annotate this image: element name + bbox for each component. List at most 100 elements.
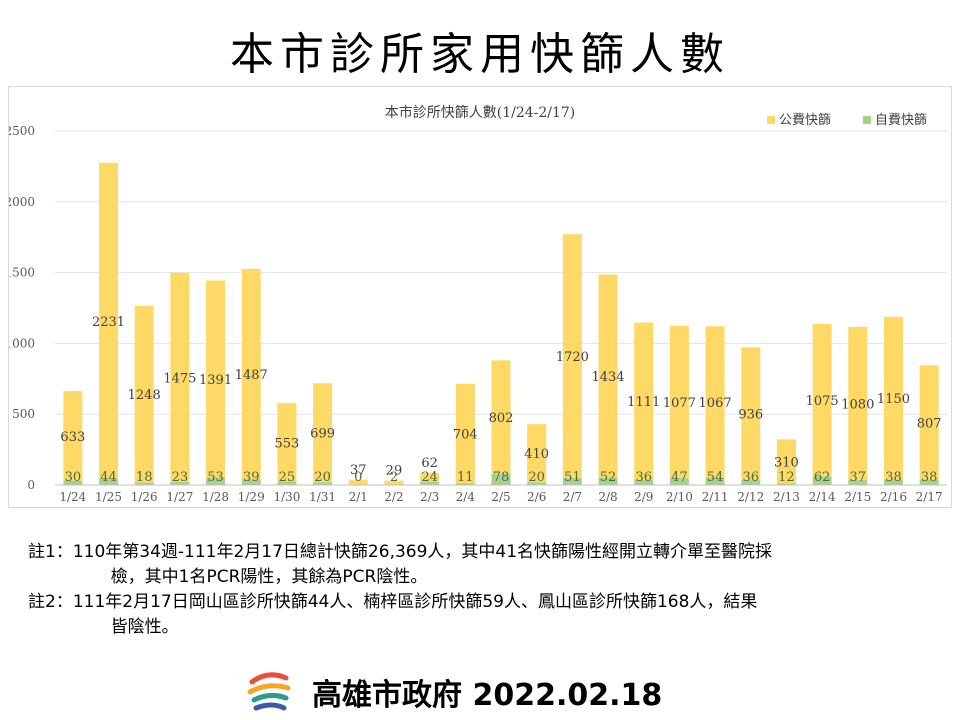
x-tick-label: 2/2: [384, 490, 403, 504]
x-tick-label: 2/16: [880, 490, 907, 504]
data-label-self-paid: 39: [243, 470, 260, 485]
bar-self-paid: [99, 478, 119, 485]
footnotes: 註1： 110年第34週-111年2月17日總計快篩26,369人，其中41名快…: [28, 540, 938, 640]
legend-swatch-1: [767, 116, 775, 124]
bar-public: [384, 480, 404, 485]
bar-self-paid: [206, 477, 226, 485]
bar-self-paid: [669, 478, 689, 485]
bar-self-paid: [170, 481, 190, 485]
bar-public: [527, 424, 547, 483]
data-label-self-paid: 38: [885, 470, 902, 485]
bar-self-paid: [63, 480, 83, 485]
footer-text: 高雄市政府 2022.02.18: [312, 678, 663, 713]
data-label-public: 807: [917, 416, 942, 431]
data-label-public: 29: [386, 464, 403, 479]
y-tick-label: 1500: [9, 266, 35, 280]
bar-public: [277, 403, 297, 482]
x-tick-label: 1/29: [238, 490, 265, 504]
data-label-public: 936: [738, 408, 763, 423]
x-tick-label: 2/12: [737, 490, 764, 504]
data-label-self-paid: 2: [390, 470, 398, 485]
data-label-self-paid: 30: [65, 470, 82, 485]
bar-public: [313, 383, 333, 483]
bar-public: [170, 272, 190, 482]
data-label-self-paid: 20: [314, 470, 331, 485]
bar-public: [598, 274, 618, 478]
data-label-public: 704: [453, 428, 478, 443]
footer: 高雄市政府 2022.02.18: [0, 666, 960, 714]
legend-label-2: 自費快篩: [875, 113, 927, 128]
data-label-public: 310: [774, 455, 799, 470]
bar-self-paid: [134, 482, 154, 485]
bar-public: [348, 479, 368, 485]
x-tick-label: 2/11: [702, 490, 729, 504]
x-tick-label: 2/10: [666, 490, 693, 504]
y-tick-label: 2500: [9, 124, 35, 138]
bar-self-paid: [848, 479, 868, 485]
bar-public: [491, 360, 511, 474]
x-tick-label: 2/5: [491, 490, 510, 504]
note-2-text: 111年2月17日岡山區診所快篩44人、楠梓區診所快篩59人、鳳山區診所快篩16…: [72, 592, 758, 637]
data-label-public: 1067: [699, 396, 732, 411]
data-label-self-paid: 52: [600, 470, 617, 485]
x-tick-label: 2/13: [773, 490, 800, 504]
bar-chart: 0 500 1000 1500 2000 2500 本市診所快篩人數(1/24-2/17) 公…: [9, 104, 947, 504]
data-label-public: 37: [350, 463, 367, 478]
data-label-public: 633: [60, 430, 85, 445]
bar-public: [562, 234, 582, 478]
bar-self-paid: [705, 477, 725, 485]
bar-public: [63, 391, 83, 481]
bar-public: [206, 280, 226, 478]
bar-self-paid: [741, 479, 761, 485]
data-label-self-paid: 20: [528, 470, 545, 485]
x-tick-label: 1/27: [166, 490, 193, 504]
data-label-public: 1475: [163, 371, 196, 386]
data-label-self-paid: 36: [635, 470, 652, 485]
x-tick-label: 1/26: [131, 490, 158, 504]
data-label-self-paid: 25: [279, 470, 296, 485]
data-label-self-paid: 51: [564, 470, 581, 485]
data-label-self-paid: 11: [457, 470, 474, 485]
x-tick-label: 1/24: [59, 490, 86, 504]
data-label-public: 1434: [591, 370, 624, 385]
bar-self-paid: [634, 479, 654, 485]
data-label-self-paid: 47: [671, 470, 688, 485]
data-label-self-paid: 44: [100, 470, 117, 485]
data-label-public: 1080: [841, 397, 874, 412]
data-label-public: 1075: [806, 394, 839, 409]
data-label-public: 1720: [556, 350, 589, 365]
x-tick-label: 1/28: [202, 490, 229, 504]
bar-public: [741, 347, 761, 480]
note-1-text: 110年第34週-111年2月17日總計快篩26,369人，其中41名快篩陽性經…: [72, 542, 773, 587]
data-label-public: 1248: [128, 388, 161, 403]
data-label-self-paid: 62: [814, 470, 831, 485]
y-tick-label: 0: [27, 478, 35, 492]
chart-area: 0 500 1000 1500 2000 2500 本市診所快篩人數(1/24-2/17) 公…: [8, 86, 952, 508]
bar-self-paid: [241, 479, 261, 485]
x-tick-label: 2/7: [563, 490, 582, 504]
data-label-self-paid: 37: [850, 470, 867, 485]
x-tick-label: 1/25: [95, 490, 122, 504]
bar-self-paid: [919, 479, 939, 485]
x-tick-label: 2/14: [809, 490, 836, 504]
x-tick-label: 2/9: [634, 490, 653, 504]
x-tick-label: 1/31: [309, 490, 336, 504]
data-label-self-paid: 53: [207, 470, 224, 485]
bar-self-paid: [491, 473, 511, 485]
bar-public: [455, 383, 475, 484]
chart-title: 本市診所快篩人數(1/24-2/17): [385, 104, 576, 121]
data-label-self-paid: 23: [172, 470, 189, 485]
data-label-public: 1487: [235, 368, 268, 383]
bar-public: [776, 439, 796, 484]
bar-self-paid: [598, 477, 618, 485]
bar-self-paid: [420, 481, 440, 485]
legend-label-1: 公費快篩: [779, 113, 831, 128]
x-tick-label: 2/6: [527, 490, 546, 504]
data-label-public: 62: [421, 456, 438, 471]
data-label-public: 1077: [663, 396, 696, 411]
bar-public: [634, 322, 654, 480]
bar-public: [919, 365, 939, 480]
data-label-self-paid: 0: [354, 470, 362, 485]
data-label-public: 553: [275, 436, 300, 451]
slide-title: 本市診所家用快篩人數: [230, 29, 730, 80]
